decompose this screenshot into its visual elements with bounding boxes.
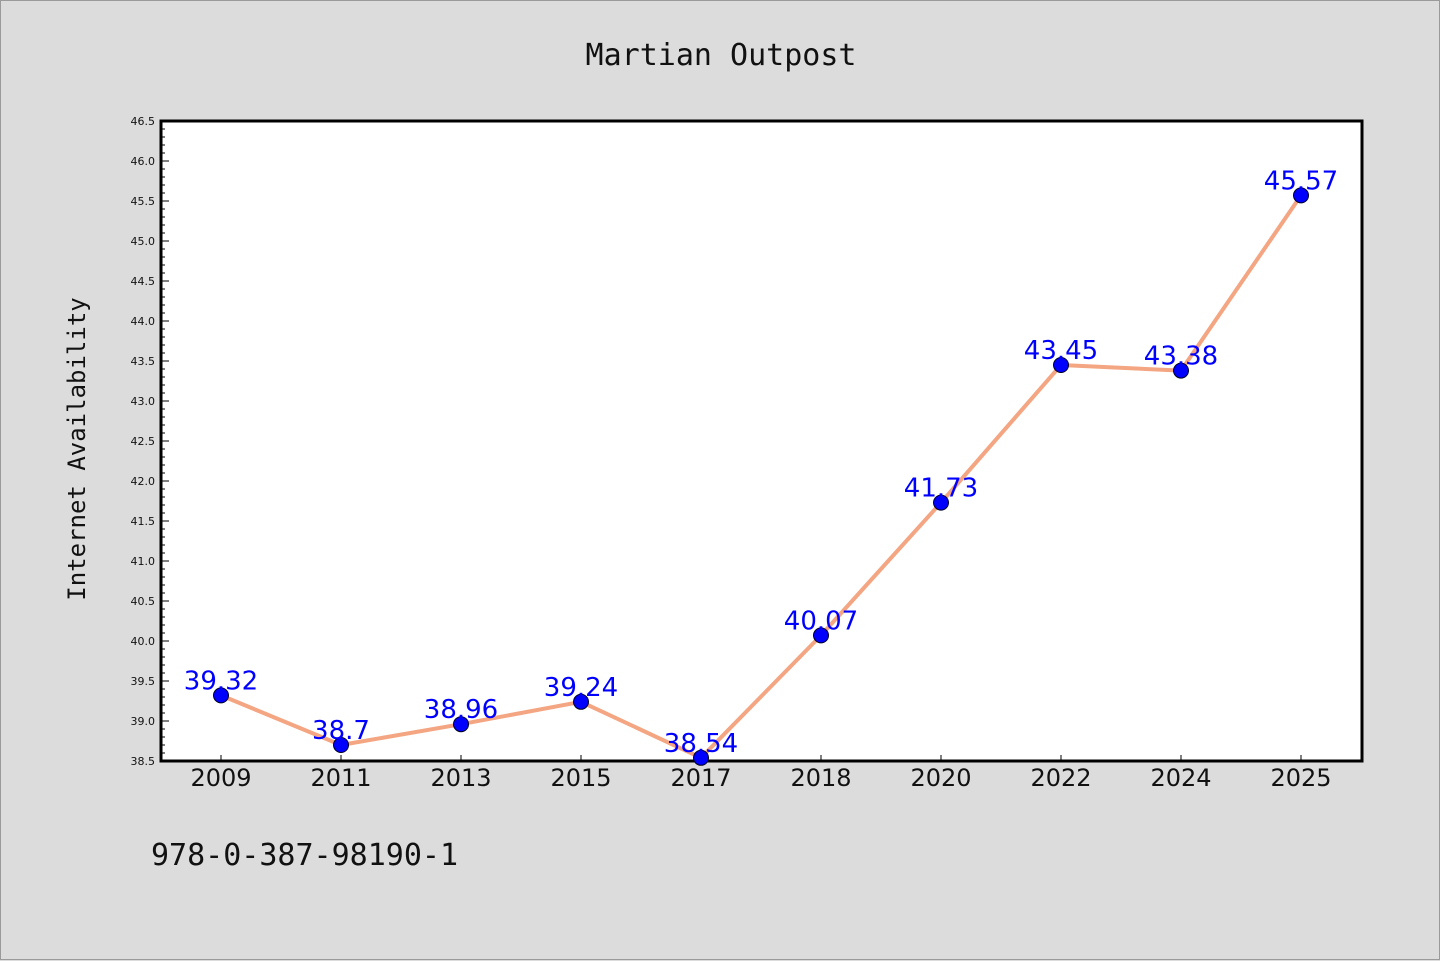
y-tick-label: 39.0 bbox=[131, 715, 156, 728]
data-point bbox=[213, 687, 229, 704]
y-tick-label: 40.5 bbox=[131, 595, 156, 608]
y-tick-label: 42.5 bbox=[131, 435, 156, 448]
x-tick-label: 2022 bbox=[1030, 764, 1091, 792]
y-tick-label: 45.5 bbox=[131, 195, 156, 208]
markers-group bbox=[213, 187, 1309, 766]
y-tick-label: 40.0 bbox=[131, 635, 156, 648]
y-axis: 38.5 39.0 39.5 40.0 40.5 41.0 41.5 42.0 42.5 43.0… bbox=[131, 115, 169, 768]
data-label: 39.32 bbox=[184, 666, 258, 696]
x-tick-label: 2011 bbox=[310, 764, 371, 792]
data-label: 43.45 bbox=[1024, 336, 1098, 366]
x-tick-label: 2018 bbox=[790, 764, 851, 792]
x-tick-label: 2025 bbox=[1270, 764, 1331, 792]
y-tick-label: 44.5 bbox=[131, 275, 156, 288]
x-tick-label: 2017 bbox=[670, 764, 731, 792]
data-point bbox=[1173, 362, 1189, 379]
series-line bbox=[219, 193, 1303, 760]
data-point bbox=[933, 494, 949, 511]
data-label: 41.73 bbox=[904, 474, 978, 504]
data-point bbox=[453, 716, 469, 733]
x-tick-label: 2020 bbox=[910, 764, 971, 792]
y-axis-label: Internet Availability bbox=[63, 297, 91, 600]
x-tick-label: 2009 bbox=[190, 764, 251, 792]
y-tick-label: 43.5 bbox=[131, 355, 156, 368]
chart-title: Martian Outpost bbox=[586, 38, 857, 73]
y-tick-label: 45.0 bbox=[131, 235, 156, 248]
y-tick-label: 42.0 bbox=[131, 475, 156, 488]
data-point bbox=[1053, 357, 1069, 373]
plot-area bbox=[159, 119, 1364, 763]
y-tick-label: 46.0 bbox=[131, 155, 156, 168]
y-tick-label: 46.5 bbox=[131, 115, 156, 128]
data-label: 40.07 bbox=[784, 606, 858, 636]
y-tick-label: 41.5 bbox=[131, 515, 156, 528]
y-tick-label: 41.0 bbox=[131, 555, 156, 568]
data-point bbox=[333, 737, 349, 753]
data-labels-group: 39.32 38.7 38.96 39.24 38.54 40.07 41.73 43.45 4… bbox=[184, 166, 1338, 758]
y-tick-label: 39.5 bbox=[131, 675, 156, 688]
series-line-group bbox=[219, 193, 1303, 760]
data-point bbox=[813, 627, 829, 644]
x-tick-label: 2013 bbox=[430, 764, 491, 792]
y-tick-label: 38.5 bbox=[131, 755, 156, 768]
data-point bbox=[693, 749, 709, 766]
data-label: 45.57 bbox=[1264, 166, 1338, 196]
data-label: 38.7 bbox=[312, 716, 370, 746]
x-tick-label: 2024 bbox=[1150, 764, 1211, 792]
data-label: 43.38 bbox=[1144, 342, 1218, 372]
data-label: 38.54 bbox=[664, 729, 738, 759]
data-label: 39.24 bbox=[544, 673, 618, 703]
data-point bbox=[1293, 187, 1309, 204]
footer-isbn: 978-0-387-98190-1 bbox=[151, 838, 458, 873]
data-point bbox=[573, 693, 589, 710]
x-axis: 2009 2011 2013 2015 2017 2018 2020 2022 2024 2025 bbox=[190, 755, 1332, 792]
data-label: 38.96 bbox=[424, 695, 498, 725]
x-tick-label: 2015 bbox=[550, 764, 611, 792]
y-tick-label: 43.0 bbox=[131, 395, 156, 408]
y-tick-label: 44.0 bbox=[131, 315, 156, 328]
